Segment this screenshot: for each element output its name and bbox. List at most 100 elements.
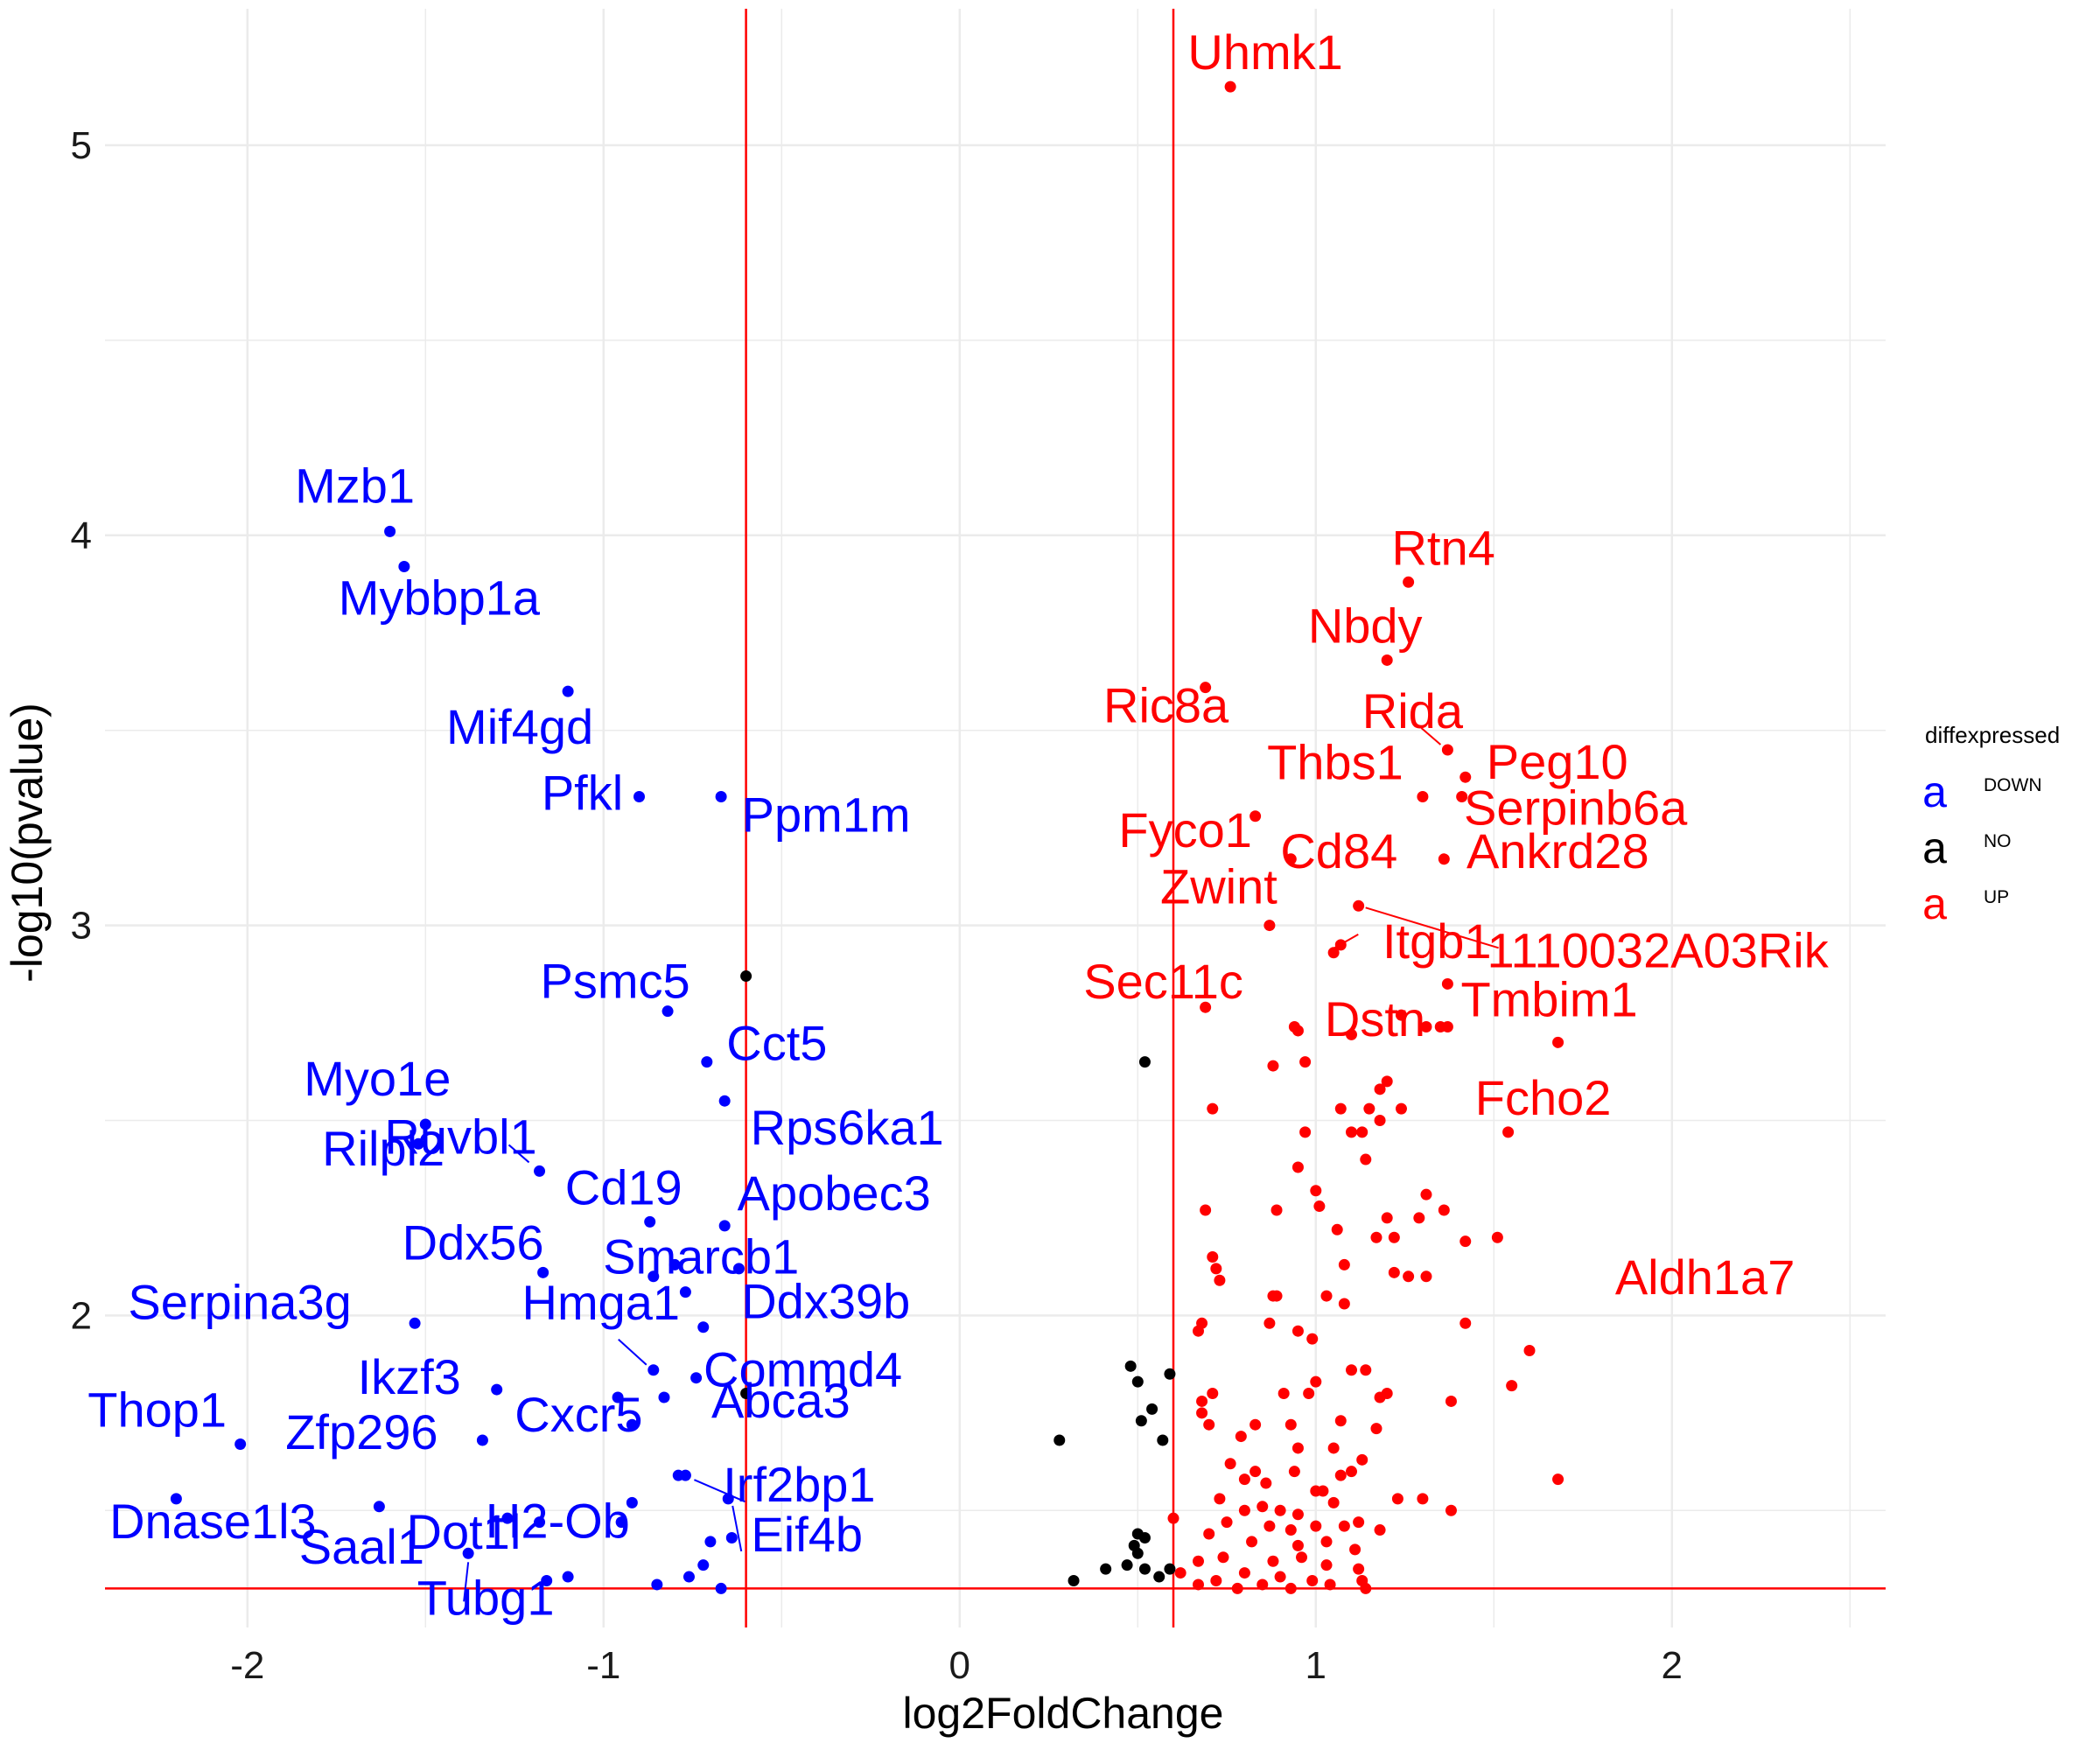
gene-label-rilpl2: Rilpl2 xyxy=(322,1121,444,1176)
point-up xyxy=(1327,947,1340,959)
point-up xyxy=(1417,790,1429,802)
gene-label-ric8a: Ric8a xyxy=(1103,678,1229,733)
point-up xyxy=(1284,1524,1297,1536)
legend-key-no: a xyxy=(1922,823,1947,872)
label-connectors xyxy=(463,727,1499,1602)
point-up xyxy=(1278,1388,1290,1400)
y-axis-ticks: 2 3 4 5 xyxy=(71,124,92,1337)
point-up xyxy=(1292,1508,1304,1521)
point-up xyxy=(1334,1102,1347,1115)
point-up xyxy=(1403,1270,1415,1283)
point-up xyxy=(1353,900,1365,912)
gene-label-hmga1: Hmga1 xyxy=(522,1275,681,1330)
point-up xyxy=(1260,1477,1272,1489)
point-down xyxy=(718,1220,731,1232)
point-up xyxy=(1256,1578,1269,1591)
point-down xyxy=(704,1536,717,1548)
point-up xyxy=(1203,1418,1215,1431)
point-up xyxy=(1264,920,1276,932)
point-up xyxy=(1420,1020,1432,1032)
point-down xyxy=(668,1258,681,1270)
legend-label-down: DOWN xyxy=(1984,775,2042,795)
gene-label-ikzf3: Ikzf3 xyxy=(358,1349,461,1404)
gene-label-abca3: Abca3 xyxy=(711,1373,850,1428)
point-up xyxy=(1196,1407,1208,1419)
point-up xyxy=(1203,1528,1215,1540)
point-up xyxy=(1192,1578,1204,1591)
point-up xyxy=(1250,810,1262,822)
point-up xyxy=(1523,1344,1536,1356)
point-down xyxy=(634,790,645,802)
label-connector-line xyxy=(618,1339,648,1366)
label-connector-line xyxy=(694,1479,746,1503)
gene-label-myo1e: Myo1e xyxy=(304,1051,451,1106)
point-up xyxy=(1235,1431,1247,1443)
point-up xyxy=(1441,977,1453,990)
point-no xyxy=(1124,1360,1137,1372)
point-up xyxy=(1346,1466,1357,1478)
legend-label-no: NO xyxy=(1984,831,2012,851)
point-up xyxy=(1346,1126,1357,1138)
point-up xyxy=(1320,1536,1333,1548)
x-axis-title: log2FoldChange xyxy=(903,1689,1224,1738)
point-down xyxy=(373,1501,385,1513)
gene-label-peg10: Peg10 xyxy=(1487,734,1628,789)
point-up xyxy=(1299,1126,1312,1138)
point-up xyxy=(1310,1185,1322,1197)
point-up xyxy=(1313,1200,1326,1213)
gene-labels: Mzb1 Mybbp1a Mif4gd Pfkl Ppm1m Psmc5 Cct5 Myo1e… xyxy=(88,24,1829,1625)
point-up xyxy=(1167,1512,1180,1524)
point-up xyxy=(1292,1325,1304,1337)
point-no xyxy=(1131,1376,1144,1388)
point-up xyxy=(1310,1520,1322,1532)
point-up xyxy=(1331,1223,1343,1236)
gene-label-thop1: Thop1 xyxy=(88,1382,227,1437)
point-down xyxy=(409,1317,421,1329)
point-up xyxy=(1214,1493,1226,1505)
point-up xyxy=(1445,1395,1457,1407)
legend: diffexpressed a DOWN a NO a UP xyxy=(1922,722,2060,928)
point-up xyxy=(1417,1493,1429,1505)
point-down xyxy=(412,1138,424,1150)
gene-label-zfp296: Zfp296 xyxy=(285,1404,438,1460)
gene-label-saal1: Saal1 xyxy=(299,1519,424,1574)
gene-label-cd19: Cd19 xyxy=(565,1159,682,1214)
point-down xyxy=(398,560,410,572)
point-down xyxy=(234,1438,247,1450)
point-up xyxy=(1217,1551,1229,1564)
point-down xyxy=(679,1286,691,1298)
point-up xyxy=(1360,1153,1372,1166)
point-down xyxy=(718,1095,731,1107)
point-no xyxy=(1135,1415,1147,1427)
point-up xyxy=(1306,1333,1319,1345)
point-up xyxy=(1356,1453,1368,1466)
point-up xyxy=(1296,1551,1308,1564)
point-up xyxy=(1284,1418,1297,1431)
point-up xyxy=(1207,1251,1219,1264)
point-up xyxy=(1264,1520,1276,1532)
y-axis-title: -log10(pvalue) xyxy=(3,703,52,983)
point-up xyxy=(1284,1582,1297,1594)
legend-key-down: a xyxy=(1922,767,1947,816)
point-up xyxy=(1438,1204,1450,1216)
y-tick-label: 4 xyxy=(71,514,92,557)
point-up xyxy=(1320,1559,1333,1572)
x-tick-label: 0 xyxy=(949,1644,970,1687)
point-up xyxy=(1310,1376,1322,1388)
point-up xyxy=(1274,1504,1286,1516)
gene-label-1110032a03rik: 1110032A03Rik xyxy=(1488,922,1830,977)
point-up xyxy=(1303,1388,1315,1400)
gene-label-pfkl: Pfkl xyxy=(542,765,623,820)
x-tick-label: -1 xyxy=(586,1644,620,1687)
point-no xyxy=(1138,1531,1151,1544)
point-up xyxy=(1374,1391,1386,1404)
point-no xyxy=(1146,1403,1158,1415)
gene-label-serpinb6a: Serpinb6a xyxy=(1464,780,1688,835)
gene-label-dot1l: Dot1l xyxy=(407,1504,522,1559)
point-up xyxy=(1363,1102,1376,1115)
point-down xyxy=(725,1531,738,1544)
gene-label-mybbp1a: Mybbp1a xyxy=(339,570,541,625)
gene-label-ddx39b: Ddx39b xyxy=(741,1274,910,1329)
point-down xyxy=(626,1418,638,1431)
